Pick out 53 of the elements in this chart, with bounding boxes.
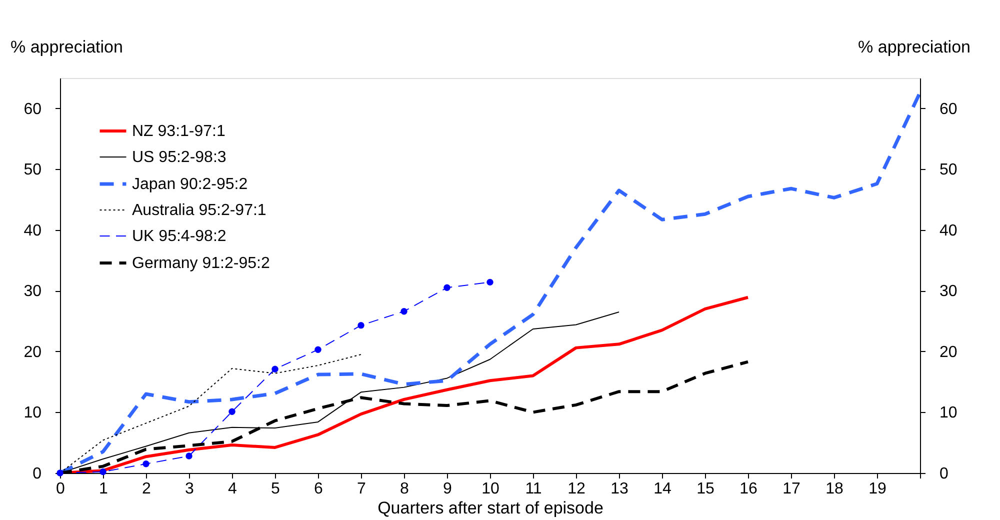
y2-tick-label: 0 (940, 466, 948, 482)
legend-label: Germany 91:2-95:2 (132, 255, 270, 272)
x-tick-label: 9 (443, 480, 452, 498)
x-tick-label: 2 (142, 480, 152, 498)
x-tick-label: 13 (610, 480, 628, 498)
y2-tick-label: 20 (940, 344, 958, 361)
y-axis-title: % appreciation (10, 38, 123, 56)
x-tick-label: 19 (868, 480, 886, 498)
x-tick-label: 1 (99, 480, 108, 498)
legend-label: UK 95:4-98:2 (132, 228, 226, 245)
x-tick-label: 14 (654, 480, 672, 498)
x-tick-label: 6 (314, 480, 324, 498)
x-tick-label: 3 (185, 480, 194, 498)
legend-label: NZ 93:1-97:1 (132, 123, 226, 140)
y-tick-label: 40 (24, 222, 42, 240)
y-tick-label: 60 (24, 100, 42, 118)
x-tick-label: 11 (525, 480, 542, 498)
y2-tick-label: 60 (940, 100, 958, 118)
legend-label: Japan 90:2-95:2 (132, 176, 248, 193)
point (486, 278, 494, 286)
x-tick-label: 15 (696, 480, 714, 498)
point (444, 284, 450, 291)
y-tick-label: 0 (32, 466, 42, 482)
point (100, 468, 106, 476)
x-axis-title: Quarters after start of episode (378, 498, 604, 518)
y2-tick-label: 10 (940, 404, 958, 422)
x-tick-label: 4 (228, 480, 238, 498)
x-tick-label: 5 (271, 480, 280, 498)
x-tick-label: 12 (568, 480, 586, 498)
point (228, 408, 236, 415)
x-tick-label: 17 (782, 480, 800, 498)
x-tick-label: 18 (826, 480, 844, 498)
y-tick-label: 30 (24, 283, 42, 300)
x-tick-label: 7 (357, 480, 366, 498)
y-tick-label: 50 (24, 162, 42, 179)
x-tick-label: 16 (740, 480, 758, 498)
point (314, 346, 322, 353)
y-tick-label: 10 (24, 404, 42, 422)
y2-axis-title: % appreciation (858, 38, 970, 56)
legend-label: Australia 95:2-97:1 (132, 202, 266, 219)
y2-tick-label: 30 (940, 283, 958, 300)
legend-label: US 95:2-98:3 (132, 149, 226, 166)
y2-tick-label: 40 (940, 222, 958, 240)
y2-tick-label: 50 (940, 162, 958, 179)
x-tick-label: 0 (56, 480, 66, 498)
point (186, 452, 192, 460)
point (400, 308, 408, 315)
point (272, 366, 278, 372)
point (358, 322, 364, 329)
y-tick-label: 20 (24, 344, 42, 361)
x-tick-label: 10 (482, 480, 500, 498)
point (142, 460, 150, 468)
x-tick-label: 8 (400, 480, 410, 498)
